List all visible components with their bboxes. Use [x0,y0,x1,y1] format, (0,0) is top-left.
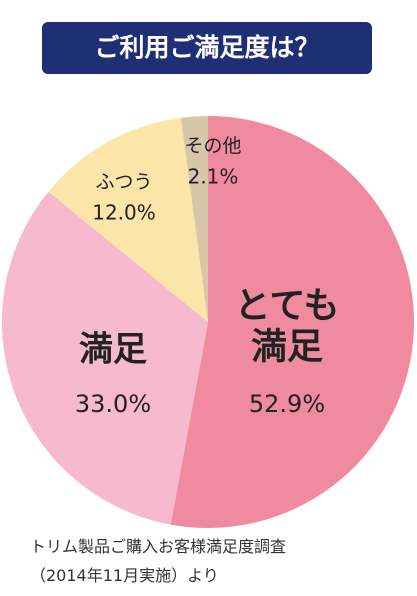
note: トリム製品ご購入お客様満足度調査 [30,537,287,556]
pie [1,116,414,528]
pie-slice [1,191,209,525]
note: （2014年11月実施）より [30,566,219,585]
pie-slice [170,116,414,528]
title-box [42,22,372,74]
slice-label: その他 [184,135,242,158]
slice-label: とても満足 [234,285,340,368]
value-label: 12.0% [92,200,156,225]
value-label: 33.0% [74,390,152,419]
slice-label: ふつう [95,171,153,194]
chart-title: ご利用ご満足度は？ [94,33,319,62]
slice-label: 満足 [78,329,147,370]
value-label: 52.9% [248,390,326,419]
value-label: 2.1% [187,164,239,189]
pie-slice [48,117,209,323]
pie-slice [180,116,208,322]
